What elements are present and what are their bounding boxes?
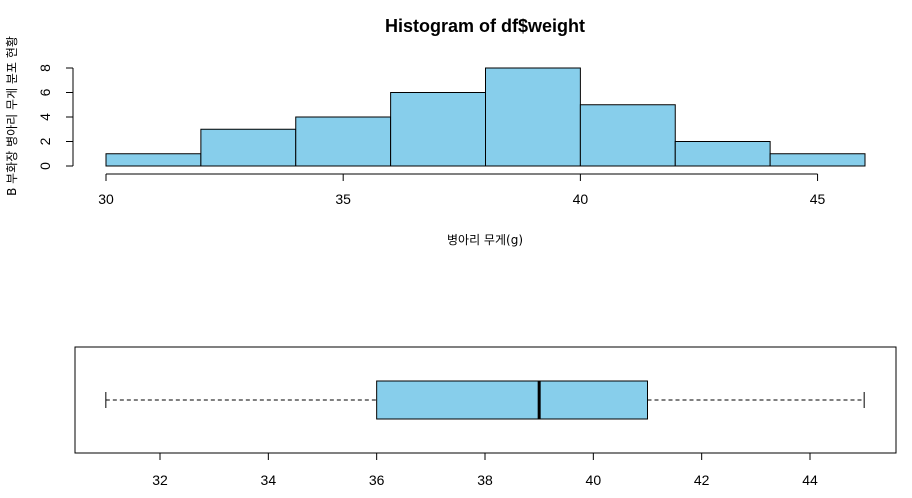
x-tick-label: 32 [152,472,168,488]
y-tick-label: 2 [37,137,53,145]
histogram-panel: Histogram of df$weight 30 35 40 45 0 2 4 6 8 병아… [5,16,866,247]
x-tick-label: 30 [98,191,114,207]
histogram-bar [105,153,202,167]
histogram-bar [390,92,486,167]
histogram-title: Histogram of df$weight [385,16,585,36]
y-tick-label: 0 [37,162,53,170]
histogram-y-axis: 0 2 4 6 8 [37,64,74,170]
histogram-bar [295,116,392,167]
histogram-bar [485,67,581,167]
histogram-bar [579,104,676,167]
boxplot-box [376,380,648,420]
x-tick-label: 38 [477,472,493,488]
histogram-bar [769,153,866,167]
x-tick-label: 45 [810,191,826,207]
histogram-x-label: 병아리 무게(g) [447,233,523,247]
boxplot-panel: 32 34 36 38 40 42 44 [74,346,897,488]
x-tick-label: 35 [335,191,351,207]
y-tick-label: 4 [37,113,53,121]
histogram-x-axis: 30 35 40 45 [98,173,826,207]
histogram-y-label: B 부화장 병아리 무게 분포 현황 [5,36,19,196]
x-tick-label: 44 [802,472,818,488]
x-tick-label: 36 [369,472,385,488]
histogram-bar [200,128,297,167]
y-tick-label: 8 [37,64,53,72]
x-tick-label: 40 [586,472,602,488]
x-tick-label: 34 [261,472,277,488]
x-tick-label: 42 [694,472,710,488]
histogram-bar [674,141,771,167]
y-tick-label: 6 [37,88,53,96]
boxplot-x-axis: 32 34 36 38 40 42 44 [152,452,818,488]
x-tick-label: 40 [573,191,589,207]
